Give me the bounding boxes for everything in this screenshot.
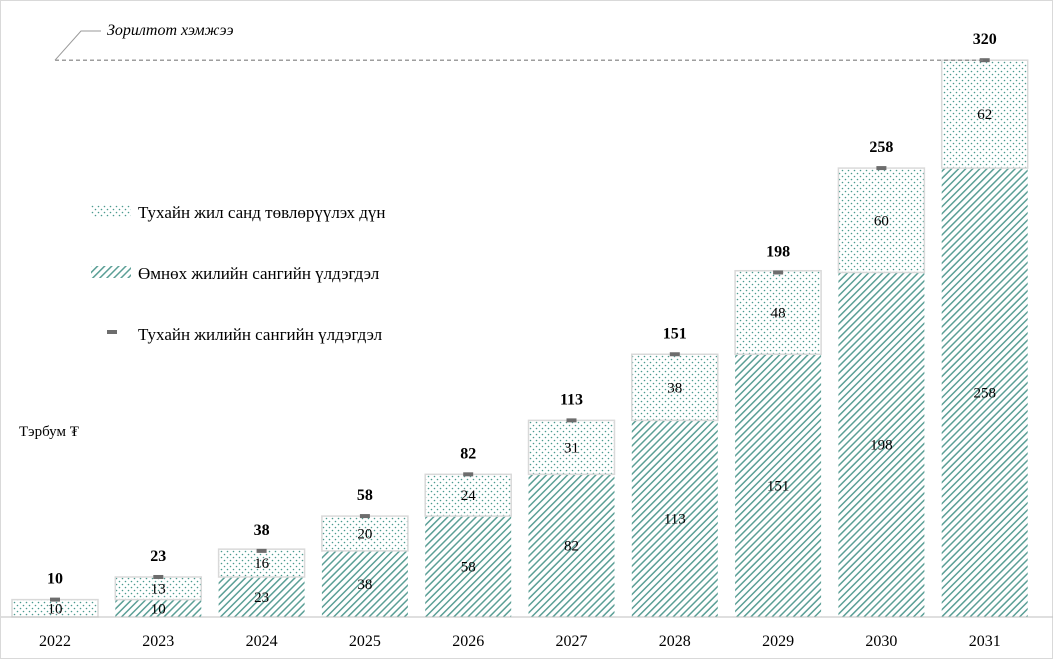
total-balance-marker: [566, 418, 577, 423]
legend-marker-balance: [107, 330, 117, 334]
data-label-previous-balance: 82: [564, 539, 579, 555]
total-balance-marker: [359, 514, 370, 519]
total-balance-marker: [153, 574, 164, 579]
x-tick-label: 2029: [762, 633, 794, 650]
total-label: 258: [869, 139, 893, 156]
bar-segment-previous-balance: [425, 516, 512, 617]
data-label-previous-balance: 10: [151, 601, 166, 617]
x-tick-label: 2030: [865, 633, 897, 650]
x-tick-label: 2022: [39, 633, 71, 650]
total-label: 23: [150, 548, 166, 565]
total-balance-marker: [256, 548, 267, 553]
total-label: 10: [47, 571, 63, 588]
total-label: 151: [663, 325, 687, 342]
data-label-current-year: 62: [977, 107, 992, 123]
bar-segment-current-year: [837, 167, 926, 274]
total-label: 82: [460, 445, 476, 462]
data-label-previous-balance: 23: [254, 590, 269, 606]
data-label-current-year: 13: [151, 581, 166, 597]
total-balance-marker: [979, 58, 990, 63]
bar-segment-previous-balance: [321, 550, 408, 617]
x-tick-label: 2024: [246, 633, 278, 650]
total-label: 198: [766, 243, 790, 260]
x-tick-label: 2031: [969, 633, 1001, 650]
x-tick-label: 2027: [556, 633, 588, 650]
data-label-current-year: 16: [254, 556, 270, 572]
target-label: Зорилтот хэмжээ: [107, 22, 234, 39]
bar-segment-current-year: [940, 59, 1029, 169]
total-label: 58: [357, 487, 373, 504]
total-label: 113: [560, 391, 583, 408]
legend: Тухайн жил санд төвлөрүүлэх дүн Өмнөх жи…: [91, 203, 386, 344]
total-balance-marker: [463, 472, 474, 477]
data-label-previous-balance: 258: [973, 386, 996, 402]
total-balance-marker: [876, 166, 887, 171]
bar-segment-previous-balance: [735, 354, 822, 617]
total-balance-marker: [669, 352, 680, 357]
labels-layer: 10 10 10 13 23 23 16 38 38 20 58 58 24 82 82 31 113 113 38…: [47, 31, 997, 617]
x-tick-label: 2028: [659, 633, 691, 650]
bar-segment-current-year: [734, 269, 822, 356]
bar-segment-previous-balance: [218, 576, 305, 617]
legend-label-current-balance: Тухайн жилийн сангийн үлдэгдэл: [138, 325, 383, 344]
x-tick-label: 2025: [349, 633, 381, 650]
legend-label-current-year: Тухайн жил санд төвлөрүүлэх дүн: [138, 203, 386, 222]
legend-label-previous-balance: Өмнөх жилийн сангийн үлдэгдэл: [138, 264, 380, 283]
x-tick-label: 2026: [452, 633, 484, 650]
bar-segment-current-year: [631, 353, 719, 422]
data-label-previous-balance: 58: [461, 560, 476, 576]
x-axis-ticks: 2022 2023 2024 2025 2026 2027 2028 2029 2030 2031: [39, 633, 1001, 650]
data-label-current-year: 60: [874, 213, 889, 229]
bar-segment-current-year: [217, 548, 306, 578]
total-balance-marker: [773, 270, 784, 275]
bar-segment-previous-balance: [838, 272, 925, 617]
unit-label: Тэрбум ₮: [19, 424, 79, 440]
data-label-current-year: 31: [564, 440, 579, 456]
data-label-current-year: 10: [48, 601, 63, 617]
legend-swatch-hatched: [91, 266, 131, 278]
legend-swatch-dotted: [91, 205, 131, 217]
total-label: 320: [973, 31, 997, 48]
data-label-current-year: 38: [667, 380, 682, 396]
bars-layer: [11, 59, 1029, 618]
data-label-previous-balance: 113: [664, 512, 686, 528]
bar-segment-previous-balance: [115, 599, 202, 617]
data-label-current-year: 24: [461, 488, 477, 504]
bar-segment-previous-balance: [528, 474, 615, 617]
bar-segment-previous-balance: [941, 168, 1028, 617]
total-label: 38: [254, 522, 270, 539]
data-label-current-year: 20: [357, 526, 372, 542]
data-label-previous-balance: 151: [767, 479, 790, 495]
bar-segment-previous-balance: [631, 420, 718, 617]
data-label-previous-balance: 38: [357, 577, 372, 593]
x-tick-label: 2023: [142, 633, 174, 650]
data-label-previous-balance: 198: [870, 438, 893, 454]
data-label-current-year: 48: [771, 306, 786, 322]
target-callout-line: [54, 30, 101, 61]
total-balance-marker: [50, 597, 60, 602]
bar-segment-current-year: [424, 473, 512, 517]
